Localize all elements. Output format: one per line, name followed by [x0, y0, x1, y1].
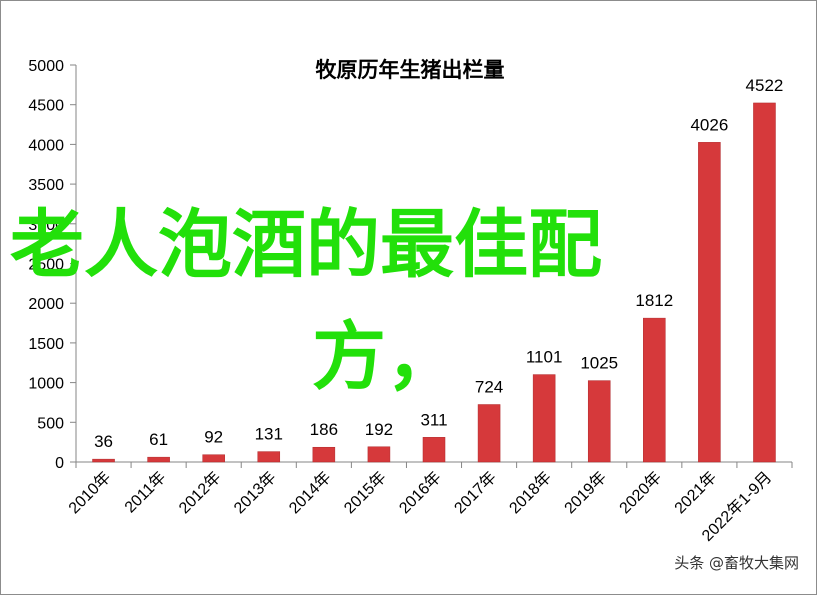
bar: [532, 374, 556, 463]
bar: [367, 446, 391, 463]
x-tick-label: 2011年: [121, 468, 169, 516]
x-tick-label: 2013年: [230, 468, 279, 517]
data-label: 1812: [635, 291, 673, 310]
y-tick-label: 1000: [28, 376, 64, 393]
x-tick-label: 2020年: [616, 468, 665, 517]
data-label: 4522: [746, 76, 784, 95]
x-tick-label: 2010年: [65, 468, 114, 517]
y-tick-label: 500: [37, 415, 64, 432]
bar: [587, 380, 611, 463]
bar: [202, 454, 225, 463]
overlay-text-line1: 老人泡酒的最佳配: [10, 202, 602, 288]
data-label: 131: [255, 425, 283, 444]
bar: [312, 446, 336, 463]
data-label: 724: [475, 378, 503, 397]
y-tick-label: 1500: [28, 336, 64, 353]
bar: [257, 451, 281, 463]
chart-title: 牧原历年生猪出栏量: [316, 57, 505, 82]
x-tick-label: 2016年: [396, 468, 445, 517]
plot-area: 0 500 1000 1500 2000 2500 3000 3500 4000 4500 5000…: [28, 58, 793, 545]
y-tick-label: 4000: [28, 137, 64, 154]
watermark: 头条 @畜牧大集网: [674, 554, 799, 572]
x-tick-label: 2019年: [561, 468, 610, 517]
data-label: 4026: [690, 115, 728, 134]
x-tick-label: 2012年: [175, 468, 224, 517]
bar: [477, 404, 501, 463]
data-label: 192: [365, 420, 393, 439]
x-tick-label: 2017年: [451, 468, 500, 517]
data-label: 1025: [580, 354, 618, 373]
bar: [147, 456, 170, 463]
x-tick-label: 2018年: [506, 468, 555, 517]
bar: [92, 458, 115, 463]
bar: [643, 317, 666, 463]
y-tick-label: 3500: [28, 177, 64, 194]
x-tick-label: 2015年: [341, 468, 390, 517]
data-label: 61: [149, 430, 168, 449]
data-label: 186: [310, 420, 338, 439]
data-label: 92: [204, 428, 223, 447]
bar: [698, 142, 721, 463]
y-tick-label: 4500: [28, 98, 64, 115]
overlay-text-line2: 方，: [312, 314, 460, 400]
y-tick-label: 5000: [28, 58, 64, 75]
x-tick-label: 2021年: [671, 468, 720, 517]
bar: [422, 437, 446, 463]
data-label: 311: [420, 410, 447, 429]
data-label: 36: [94, 432, 113, 451]
y-tick-label: 0: [55, 455, 64, 472]
x-tick-label: 2014年: [285, 468, 334, 517]
data-label: 1101: [526, 348, 563, 367]
y-tick-label: 3000: [28, 217, 64, 234]
y-tick-label: 2500: [28, 257, 64, 274]
y-tick-label: 2000: [28, 296, 64, 313]
bar: [753, 102, 776, 463]
